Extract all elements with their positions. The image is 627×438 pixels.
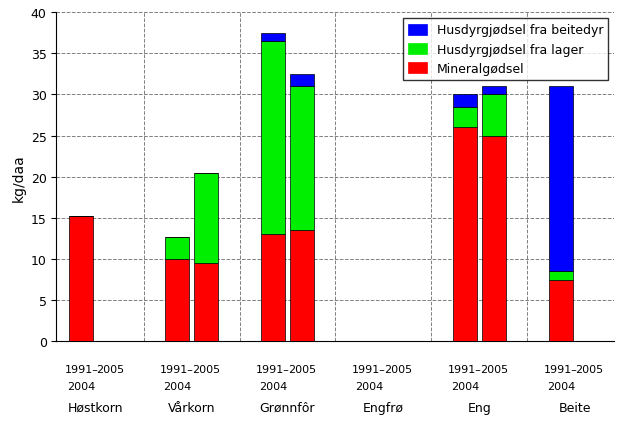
Text: 2005: 2005: [576, 364, 604, 374]
Text: 2004: 2004: [355, 381, 383, 391]
Bar: [549, 280, 573, 342]
Text: 2005: 2005: [384, 364, 412, 374]
Text: 1991–: 1991–: [161, 364, 194, 374]
Bar: [453, 128, 477, 342]
Bar: [549, 272, 573, 280]
Text: 1991–: 1991–: [65, 364, 98, 374]
Bar: [453, 95, 477, 108]
Bar: [290, 231, 314, 342]
Text: 2004: 2004: [163, 381, 191, 391]
Legend: Husdyrgjødsel fra beitedyr, Husdyrgjødsel fra lager, Mineralgødsel: Husdyrgjødsel fra beitedyr, Husdyrgjødse…: [403, 19, 608, 81]
Bar: [261, 34, 285, 42]
Bar: [194, 264, 218, 342]
Text: 1991–: 1991–: [544, 364, 577, 374]
Text: 2004: 2004: [67, 381, 95, 391]
Text: Engfrø: Engfrø: [363, 401, 404, 414]
Text: 2004: 2004: [259, 381, 287, 391]
Bar: [165, 237, 189, 259]
Bar: [290, 75, 314, 87]
Text: 1991–: 1991–: [352, 364, 386, 374]
Text: 2004: 2004: [547, 381, 575, 391]
Text: Eng: Eng: [468, 401, 491, 414]
Text: Høstkorn: Høstkorn: [68, 401, 124, 414]
Text: Grønnfôr: Grønnfôr: [260, 401, 315, 414]
Bar: [194, 173, 218, 264]
Text: 1991–: 1991–: [448, 364, 482, 374]
Bar: [482, 87, 506, 95]
Text: 2005: 2005: [288, 364, 316, 374]
Y-axis label: kg/daa: kg/daa: [11, 154, 25, 201]
Text: Vårkorn: Vårkorn: [168, 401, 215, 414]
Bar: [70, 217, 93, 342]
Bar: [453, 108, 477, 128]
Bar: [165, 259, 189, 342]
Text: 1991–: 1991–: [256, 364, 290, 374]
Text: 2005: 2005: [480, 364, 508, 374]
Bar: [482, 95, 506, 136]
Bar: [261, 235, 285, 342]
Text: 2005: 2005: [96, 364, 124, 374]
Text: Beite: Beite: [559, 401, 591, 414]
Bar: [549, 87, 573, 272]
Text: 2004: 2004: [451, 381, 479, 391]
Bar: [290, 87, 314, 231]
Bar: [261, 42, 285, 235]
Bar: [482, 136, 506, 342]
Text: 2005: 2005: [192, 364, 220, 374]
